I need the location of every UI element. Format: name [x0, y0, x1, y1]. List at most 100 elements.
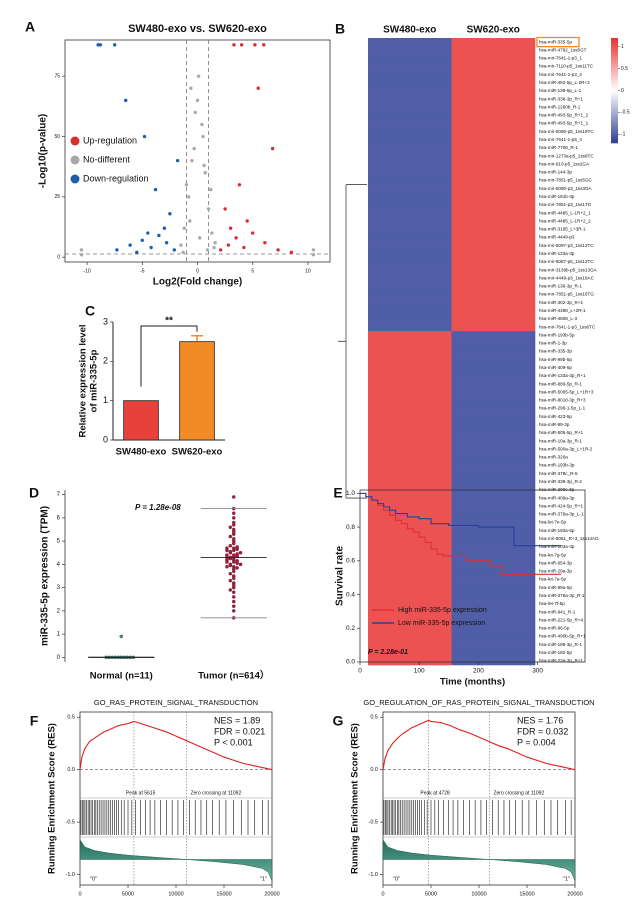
point	[212, 245, 216, 250]
point	[149, 245, 153, 250]
heatmap-cell	[451, 103, 536, 112]
point	[256, 86, 260, 90]
heatmap-cell	[451, 160, 536, 169]
heatmap-cell	[368, 534, 452, 544]
row-label: hsa-miR-590a-3p_L+1R-2	[539, 446, 593, 451]
stat-label: P = 0.004	[517, 737, 556, 747]
heatmap-cell	[451, 608, 536, 617]
row-label: hsa-miR-339-3p_R-2	[539, 479, 582, 484]
heatmap-cell	[368, 599, 452, 609]
row-label: hsa-mir-7851-p5_1ss5GC	[539, 178, 593, 183]
heatmap-cell	[451, 624, 536, 633]
colorbar-step	[611, 40, 618, 44]
point	[231, 537, 236, 541]
heatmap-cell	[368, 371, 452, 381]
point	[231, 495, 236, 499]
panel-label: D	[29, 485, 39, 501]
legend-label: Up-regulation	[83, 135, 137, 145]
heatmap-cell	[451, 388, 536, 397]
point	[231, 560, 236, 564]
x-tick-label: 0	[358, 668, 362, 675]
point	[153, 187, 158, 192]
legend-label: No-different	[83, 154, 130, 164]
point	[238, 551, 243, 555]
y-tick-label: 0	[103, 434, 108, 444]
row-label: hsa-mir-7641-1-p5_4	[539, 137, 582, 142]
row-label: hsa-miR-29a-3p	[539, 569, 572, 574]
row-label: hsa-miR-8018-3p_R+3	[539, 398, 586, 403]
ranked-metric	[382, 838, 576, 882]
heatmap-cell	[368, 396, 452, 405]
point	[79, 248, 84, 252]
row-label: hsa-miR-505-5p_R+1	[539, 430, 583, 435]
chart-title: GO_REGULATION_OF_RAS_PROTEIN_SIGNAL_TRAN…	[363, 698, 594, 707]
heatmap-cell	[368, 347, 452, 356]
point	[228, 534, 233, 539]
heatmap-cell	[368, 233, 452, 242]
heatmap-cell	[451, 371, 536, 381]
heatmap-cell	[451, 567, 536, 576]
row-label: hsa-miR-378a-3p_R-1	[539, 593, 585, 598]
panel-label: G	[333, 713, 344, 729]
heatmap-cell	[451, 70, 536, 80]
heatmap-cell	[368, 567, 452, 576]
row-label: hsa-miR-889-5p_R-1	[539, 381, 582, 386]
point	[231, 590, 236, 595]
row-label: hsa-miR-378a-3p_L-1	[539, 512, 584, 517]
row-label: hsa-miR-296-1-5p_L-1	[539, 406, 586, 411]
row-label: hsa-miR-409a-3p	[539, 495, 575, 500]
colorbar-step	[611, 87, 618, 91]
heatmap-cell	[368, 388, 452, 397]
point	[228, 544, 233, 548]
heatmap-cell	[451, 331, 536, 340]
y-tick-label: -0.5	[66, 820, 75, 826]
y-tick-label: 7	[57, 492, 61, 498]
y-tick-label: 0.0	[346, 659, 355, 666]
row-label: hsa-mir-7641-1-p3_2	[539, 72, 582, 77]
heatmap-cell	[368, 461, 452, 470]
marker-label: Peak at 5615	[126, 790, 156, 796]
heatmap-cell	[451, 62, 536, 71]
row-label: hsa-miR-193a-5p	[539, 528, 575, 533]
heatmap-cell	[451, 127, 536, 137]
y-tick-label: 0.8	[346, 524, 355, 531]
heatmap-cell	[451, 363, 536, 373]
colorbar-step	[611, 129, 618, 133]
heatmap-cell	[451, 420, 536, 430]
row-label: hsa-mir-7110-p5_1ss11TC	[539, 64, 594, 69]
heatmap-cell	[368, 551, 452, 560]
colorbar-step	[611, 45, 618, 49]
legend-swatch	[70, 174, 80, 184]
row-label: hsa-miR-941_R-1	[539, 609, 576, 614]
annotation: P = 1.28e-08	[135, 503, 181, 512]
x-tick-label: 200	[473, 668, 484, 675]
x-tick-label: 20000	[264, 891, 279, 897]
point	[231, 609, 236, 613]
colorbar-step	[611, 132, 618, 136]
heatmap-cell	[451, 46, 536, 55]
row-label: hsa-miR-493-5p_R+1_2	[539, 113, 589, 118]
point	[228, 571, 233, 576]
x-tick-label: 0	[78, 891, 81, 897]
heatmap-cell	[368, 249, 452, 259]
point	[231, 595, 236, 599]
heatmap-cell	[368, 331, 452, 340]
colorbar-step	[611, 66, 618, 70]
heatmap-cell	[368, 526, 452, 536]
row-label: hsa-miR-378c_R-5	[539, 471, 578, 476]
x-tick-label: 10000	[168, 891, 183, 897]
heatmap-cell	[451, 477, 536, 487]
row-label: hsa-miR-452-5p_L-2R+2	[539, 80, 590, 85]
heatmap-cell	[451, 428, 536, 438]
heatmap-cell	[451, 274, 536, 283]
row-label: hsa-miR-96-5p	[539, 626, 570, 631]
point	[231, 569, 236, 574]
y-tick-label: 2	[57, 608, 61, 614]
row-label: hsa-miR-409-5p	[539, 365, 572, 370]
significance-label: **	[165, 316, 173, 327]
point	[146, 231, 150, 235]
heatmap-cell	[368, 559, 452, 568]
heatmap-cell	[368, 241, 452, 251]
heatmap-cell	[368, 225, 452, 234]
point	[206, 207, 211, 211]
